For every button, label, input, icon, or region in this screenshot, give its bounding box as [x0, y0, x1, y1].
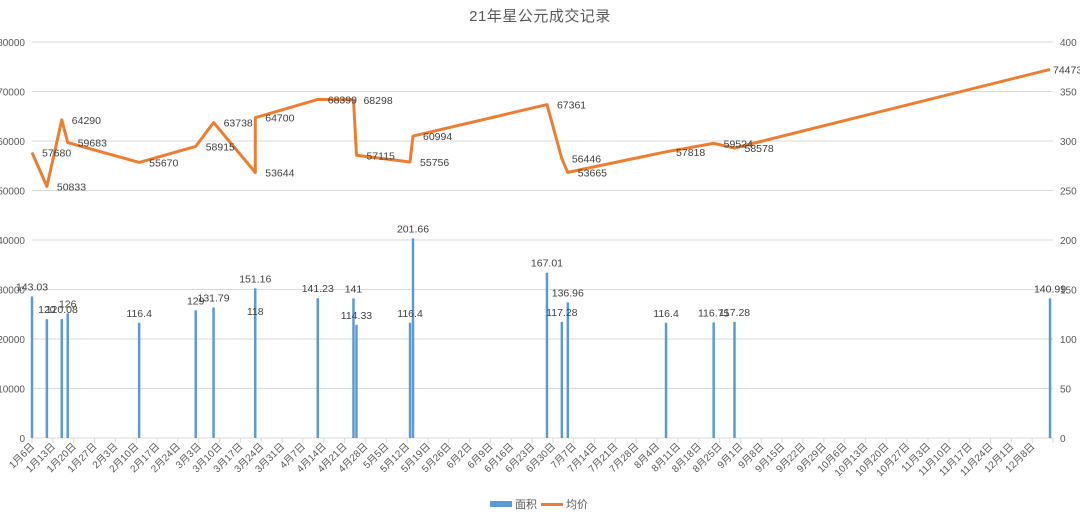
- y-axis-right-label: 50: [1060, 385, 1072, 396]
- bar-data-label: 141.23: [302, 283, 334, 295]
- line-data-label: 63738: [224, 117, 253, 129]
- legend-item-avg-price[interactable]: 均价: [541, 496, 588, 512]
- bar-area: [66, 313, 69, 438]
- bar-data-label: 116.4: [397, 308, 423, 320]
- bar-data-label: 141: [345, 283, 363, 295]
- y-axis-left-label: 70000: [0, 88, 25, 99]
- line-data-label: 56446: [572, 154, 601, 166]
- legend-swatch-avg-price: [541, 502, 563, 506]
- bar-data-label: 116.4: [126, 308, 152, 320]
- line-data-label: 58578: [744, 143, 773, 155]
- bar-data-label: 120: [38, 304, 56, 316]
- y-axis-right-label: 0: [1060, 434, 1066, 445]
- bar-data-label: 116.75: [698, 307, 729, 319]
- bar-area: [355, 324, 358, 438]
- y-axis-right-label: 300: [1060, 137, 1077, 148]
- bar-area: [664, 322, 668, 438]
- line-data-label: 60994: [423, 131, 452, 143]
- y-axis-right-label: 400: [1060, 38, 1077, 49]
- chart-legend: 面积 均价: [490, 494, 592, 514]
- bar-area: [45, 319, 49, 438]
- bar-data-label: 151.16: [239, 273, 271, 285]
- bar-area: [545, 272, 549, 438]
- bar-area: [712, 322, 715, 438]
- y-axis-right-label: 100: [1060, 335, 1077, 346]
- y-axis-left-label: 0: [19, 434, 25, 445]
- y-axis-right-label: 200: [1060, 236, 1077, 247]
- bar-area: [194, 310, 197, 438]
- line-data-label: 64290: [72, 115, 101, 127]
- bar-data-label: 117.28: [546, 307, 577, 319]
- legend-item-area[interactable]: 面积: [490, 496, 537, 512]
- line-data-label: 57818: [676, 147, 705, 159]
- bar-area: [254, 288, 257, 438]
- bar-area: [408, 322, 412, 438]
- bar-data-label: 167.01: [531, 258, 563, 270]
- bar-area: [212, 307, 215, 438]
- bar-data-label: 116.4: [653, 308, 679, 320]
- line-data-label: 64700: [265, 113, 294, 125]
- bar-area: [560, 321, 564, 438]
- bar-data-label: 129: [187, 295, 205, 307]
- legend-label-avg-price: 均价: [566, 499, 588, 511]
- line-data-label: 57115: [366, 150, 395, 162]
- line-data-label: 68298: [363, 95, 392, 107]
- bar-area: [30, 296, 34, 438]
- legend-label-area: 面积: [515, 499, 537, 511]
- y-axis-right-label: 150: [1060, 286, 1077, 297]
- line-data-label: 55756: [420, 157, 449, 169]
- bar-area: [137, 322, 141, 438]
- bar-data-label: 118: [247, 306, 264, 318]
- y-axis-left-label: 60000: [0, 137, 25, 148]
- y-axis-right-label: 350: [1060, 88, 1077, 99]
- y-axis-right-label: 250: [1060, 187, 1077, 198]
- bar-area: [1048, 298, 1052, 438]
- line-data-label: 59524: [724, 138, 753, 150]
- bar-area: [733, 321, 736, 438]
- line-data-label: 53644: [265, 167, 294, 179]
- line-data-label: 50833: [57, 181, 86, 193]
- chart-title: 21年星公元成交记录: [469, 8, 611, 25]
- bar-data-label: 120.08: [46, 304, 78, 316]
- bar-data-label: 136.96: [552, 287, 584, 299]
- bar-area: [411, 238, 415, 438]
- y-axis-left-label: 80000: [0, 38, 25, 49]
- bar-area: [352, 298, 355, 438]
- bar-data-label: 131.79: [198, 293, 230, 305]
- line-data-label: 68399: [328, 94, 357, 106]
- line-data-label: 67361: [557, 100, 586, 112]
- bar-area: [316, 298, 320, 438]
- line-data-label: 58915: [206, 141, 235, 153]
- line-data-label: 53665: [578, 167, 607, 179]
- bar-area: [566, 302, 570, 438]
- line-data-label: 55670: [149, 157, 178, 169]
- line-data-label: 74473: [1053, 64, 1080, 76]
- bar-data-label: 126: [59, 298, 77, 310]
- bar-data-label: 143.03: [16, 281, 48, 293]
- y-axis-left-label: 40000: [0, 236, 25, 247]
- bar-area: [60, 319, 64, 438]
- bar-data-label: 140.99: [1034, 283, 1066, 295]
- bar-data-label: 117.28: [719, 307, 750, 319]
- line-avg-price: [30, 67, 1051, 188]
- bar-data-label: 201.66: [397, 223, 429, 235]
- line-data-label: 59683: [78, 138, 107, 150]
- bar-data-label: 114.33: [341, 310, 372, 322]
- line-data-label: 57680: [42, 147, 71, 159]
